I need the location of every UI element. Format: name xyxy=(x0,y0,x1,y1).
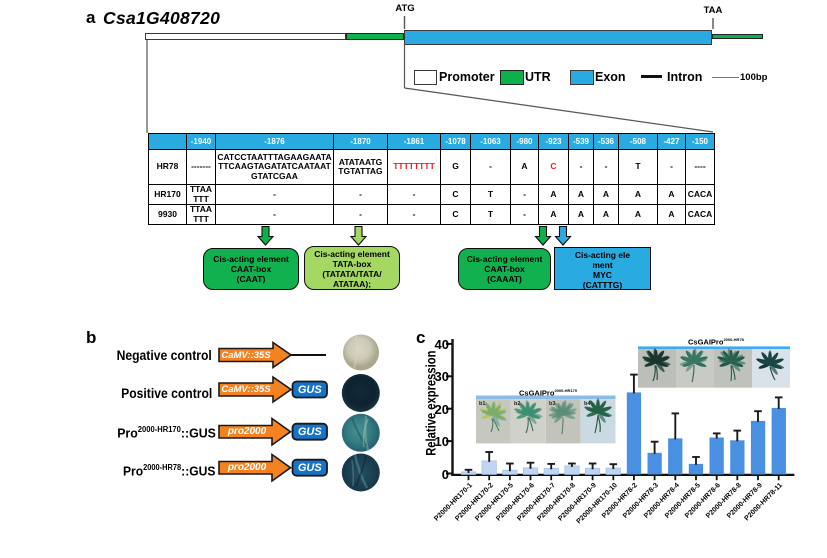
svg-text:b3: b3 xyxy=(549,401,555,407)
svg-text:b1: b1 xyxy=(479,401,485,407)
svg-text:b2: b2 xyxy=(514,401,520,407)
svg-text:b4: b4 xyxy=(584,401,591,407)
